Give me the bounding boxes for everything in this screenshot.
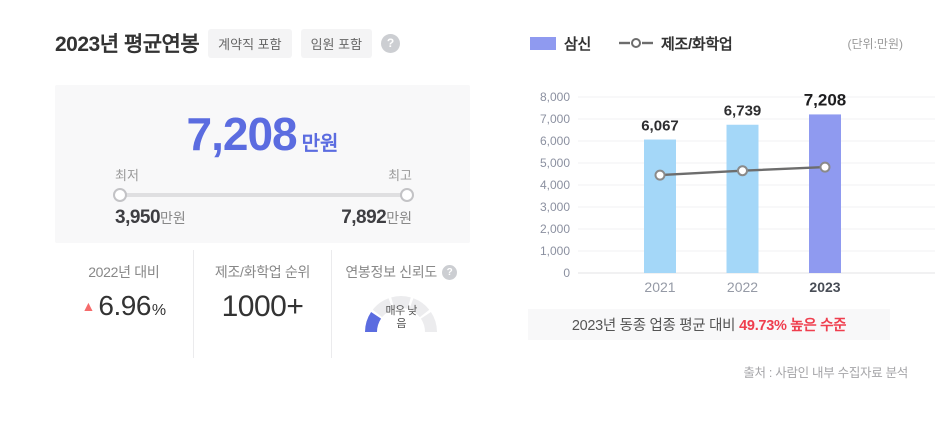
- svg-text:0: 0: [563, 266, 570, 280]
- gauge-segment-2: [372, 298, 394, 318]
- gauge-segment-5: [420, 311, 438, 333]
- salary-header: 2023년 평균연봉 계약직 포함 임원 포함 ?: [55, 28, 470, 58]
- gauge-segment-1: [365, 311, 382, 333]
- industry-rank-value: 1000+: [221, 290, 304, 323]
- bar-2023: [809, 114, 841, 273]
- average-salary-value: 7,208: [186, 108, 298, 160]
- source-note: 출처 : 사람인 내부 수집자료 분석: [743, 366, 908, 380]
- bar-2022: [726, 124, 759, 273]
- max-salary: 7,892만원: [341, 207, 412, 228]
- reliability-gauge: 매우 낮음: [359, 290, 443, 336]
- bar-label-2021: 6,067: [641, 118, 679, 135]
- svg-text:8,000: 8,000: [540, 90, 570, 104]
- slider-track: [121, 193, 406, 197]
- x-tick-2021: 2021: [644, 279, 675, 295]
- average-salary-unit: 만원: [301, 133, 339, 155]
- line-marker-icon: [619, 38, 654, 48]
- max-label: 최고: [388, 168, 412, 183]
- average-salary: 7,208 만원: [55, 85, 470, 161]
- min-salary: 3,950만원: [115, 207, 186, 228]
- svg-text:1,000: 1,000: [540, 244, 570, 258]
- salary-bar-chart: 0 1,000 2,000 3,000 4,000 5,000 6,000 7,000 8,00…: [540, 90, 935, 295]
- comparison-highlight: 49.73% 높은 수준: [739, 318, 847, 334]
- chart-legend: 삼신 제조/화학업 (단위:만원): [520, 30, 940, 56]
- x-tick-2022: 2022: [727, 279, 758, 295]
- yoy-label: 2022년 대비: [88, 264, 160, 280]
- slider-handle-max: [400, 188, 414, 202]
- svg-text:6,000: 6,000: [540, 134, 570, 148]
- reliability-level-label: 매우 낮음: [385, 305, 417, 330]
- svg-text:7,000: 7,000: [540, 112, 570, 126]
- reliability-label: 연봉정보 신뢰도: [345, 264, 437, 280]
- line-marker-2021: [654, 169, 666, 181]
- bar-label-2023: 7,208: [804, 90, 847, 109]
- gauge-segment-4: [409, 298, 430, 318]
- salary-range-slider: [113, 187, 414, 203]
- industry-rank-stat: 제조/화학업 순위 1000+: [192, 250, 332, 358]
- page-title: 2023년 평균연봉: [55, 33, 200, 56]
- x-tick-2023: 2023: [809, 279, 840, 295]
- line-marker-2022: [737, 165, 748, 177]
- line-marker-2023: [819, 161, 831, 173]
- min-label: 최저: [115, 168, 139, 183]
- reliability-stat: 연봉정보 신뢰도 ? 매우 낮음: [331, 250, 470, 358]
- comparison-prefix: 2023년 동종 업종 평균 대비: [571, 318, 736, 334]
- help-icon[interactable]: ?: [381, 33, 401, 53]
- svg-text:4,000: 4,000: [540, 178, 570, 192]
- legend-item-industry: 제조/화학업: [619, 33, 733, 54]
- slider-handle-min: [113, 188, 127, 202]
- bar-label-2022: 6,739: [724, 103, 762, 120]
- svg-text:5,000: 5,000: [540, 156, 570, 170]
- bar-swatch-icon: [530, 36, 556, 50]
- up-triangle-icon: ▲: [81, 298, 96, 314]
- gauge-segment-3: [391, 296, 411, 310]
- industry-rank-label: 제조/화학업 순위: [214, 264, 311, 280]
- industry-comparison: 2023년 동종 업종 평균 대비 49.73% 높은 수준: [528, 309, 890, 340]
- unit-note: (단위:만원): [847, 37, 904, 51]
- svg-text:3,000: 3,000: [540, 200, 570, 214]
- salary-range: 최저 최고 3,950만원 7,892만원: [113, 165, 414, 229]
- tag-executives-included: 임원 포함: [300, 28, 373, 58]
- reliability-gauge-arc: [365, 296, 438, 333]
- legend-item-company: 삼신: [530, 33, 591, 54]
- svg-text:2,000: 2,000: [540, 222, 570, 236]
- stats-row: 2022년 대비 ▲ 6.96 % 제조/화학업 순위 1000+ 연봉정보 신…: [55, 250, 470, 358]
- reliability-help-icon[interactable]: ?: [442, 264, 457, 280]
- bar-2021: [644, 139, 676, 273]
- average-salary-card: 7,208 만원 최저 최고 3,950만원 7,892만원: [55, 85, 470, 243]
- tag-contract-included: 계약직 포함: [208, 28, 292, 58]
- yoy-value: 6.96: [98, 290, 151, 321]
- yoy-percent-sign: %: [151, 302, 167, 319]
- yoy-stat: 2022년 대비 ▲ 6.96 %: [55, 250, 193, 358]
